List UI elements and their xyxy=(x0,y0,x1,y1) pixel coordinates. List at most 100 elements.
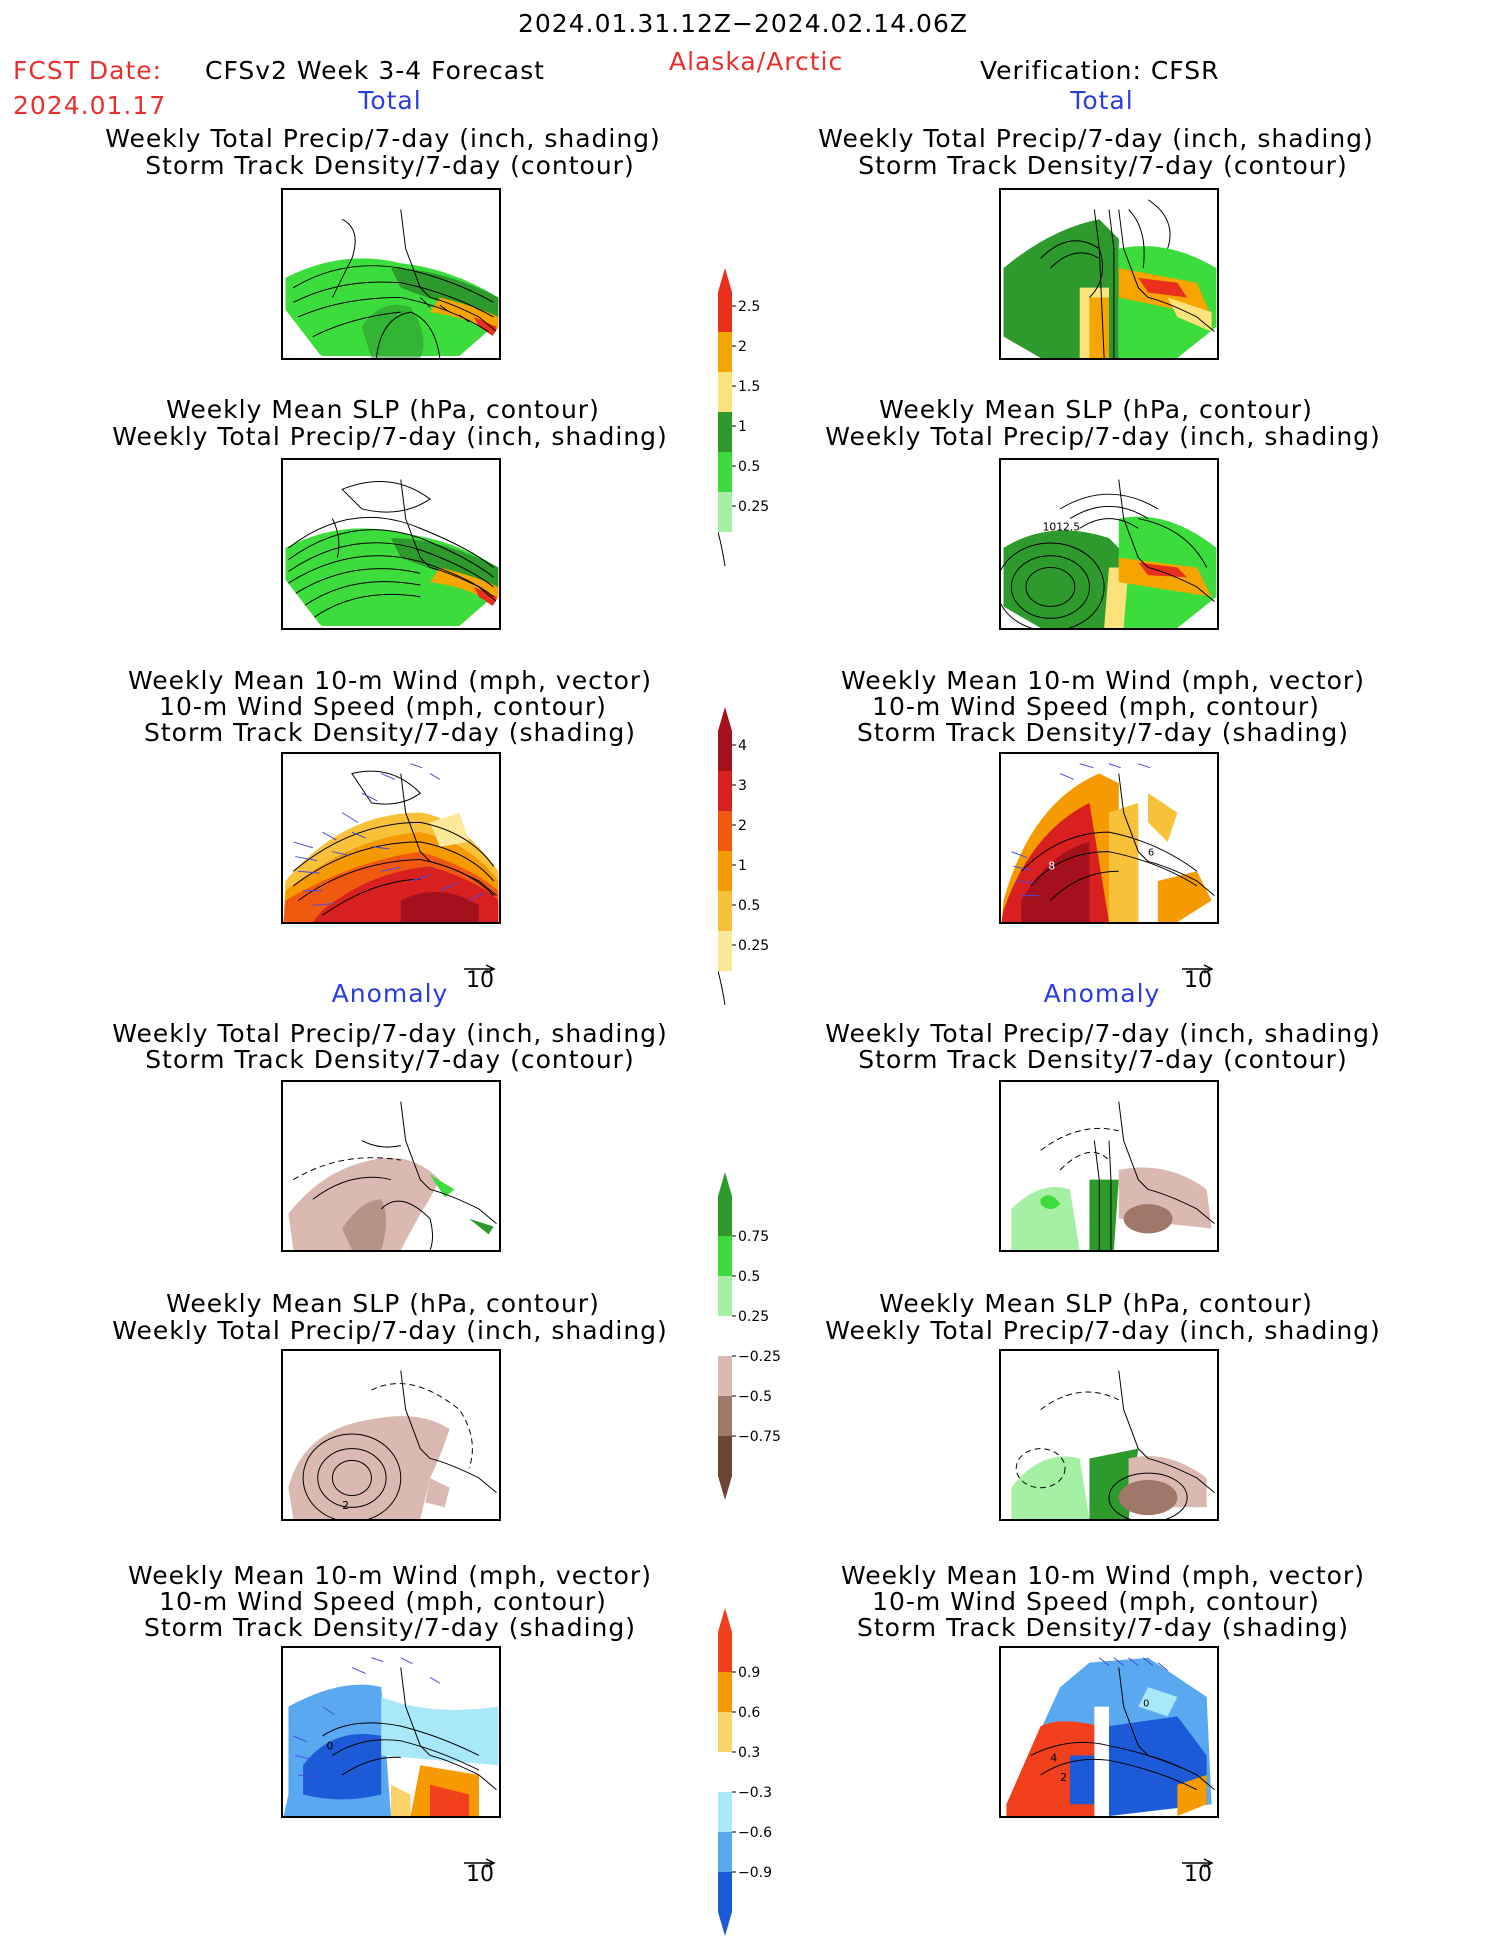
panel-title: 10-m Wind Speed (mph, contour) xyxy=(872,1587,1320,1616)
colorbar-precip-total: 2.5 2 1.5 1 0.5 0.25 xyxy=(718,268,788,572)
colorbar-end-triangle xyxy=(718,268,732,292)
contour-label: 1012.5 xyxy=(1043,520,1081,533)
colorbar-end-triangle xyxy=(718,1912,732,1936)
colorbar-storm-track-total: 4 3 2 1 0.5 0.25 xyxy=(718,707,788,1011)
map-anomaly-wind-forecast: 0 xyxy=(281,1646,501,1818)
colorbar-label: 2.5 xyxy=(738,299,760,315)
colorbar-segment xyxy=(718,412,732,452)
colorbar-segment xyxy=(718,851,732,891)
colorbar-segment xyxy=(718,1832,732,1872)
fcst-date: 2024.01.17 xyxy=(13,91,167,120)
colorbar-segment xyxy=(718,731,732,771)
colorbar-label: 0.75 xyxy=(738,1229,769,1245)
verification-title: Verification: CFSR xyxy=(980,56,1220,85)
colorbar-tail xyxy=(718,531,726,567)
panel-title: Weekly Total Precip/7-day (inch, shading… xyxy=(825,1019,1381,1048)
colorbar-label: 0.3 xyxy=(738,1745,760,1761)
contour-label: 6 xyxy=(1148,848,1154,859)
colorbar-segment xyxy=(718,492,732,532)
panel-title: Weekly Mean 10-m Wind (mph, vector) xyxy=(128,1561,652,1590)
region-title: Alaska/Arctic xyxy=(669,47,844,76)
vector-reference-arrow xyxy=(462,959,498,978)
colorbar-segment xyxy=(718,891,732,931)
contour-label: 8 xyxy=(1048,859,1055,872)
colorbar-label: 0.25 xyxy=(738,499,769,515)
colorbar-storm-track-anomaly: 0.9 0.6 0.3 −0.3 −0.6 −0.9 xyxy=(718,1608,788,1952)
colorbar-label: 1.5 xyxy=(738,379,760,395)
colorbar-label: 2 xyxy=(738,339,747,355)
section-total-right: Total xyxy=(1070,86,1134,115)
contour-label: 0 xyxy=(327,1740,334,1753)
colorbar-label: −0.5 xyxy=(738,1389,772,1405)
colorbar-segment xyxy=(718,1712,732,1752)
map-anomaly-wind-verification: 4 2 0 xyxy=(999,1646,1219,1818)
vector-reference-label: 10 xyxy=(1184,968,1212,993)
panel-title: Weekly Total Precip/7-day (inch, shading… xyxy=(818,124,1374,153)
colorbar-segment xyxy=(718,771,732,811)
panel-title: Storm Track Density/7-day (shading) xyxy=(143,1613,637,1642)
panel-title: Weekly Total Precip/7-day (inch, shading… xyxy=(112,1316,668,1345)
date-range: 2024.01.31.12Z−2024.02.14.06Z xyxy=(518,9,968,38)
colorbar-segment xyxy=(718,1276,732,1316)
panel-title: Storm Track Density/7-day (contour) xyxy=(858,151,1348,180)
colorbar-segment xyxy=(718,1356,732,1396)
colorbar-segment xyxy=(718,372,732,412)
vector-reference-label: 10 xyxy=(466,1862,494,1887)
fcst-date-label: FCST Date: xyxy=(13,56,163,85)
map-total-wind-verification: 8 6 xyxy=(999,752,1219,924)
contour-label: 2 xyxy=(1060,1771,1067,1784)
vector-reference-arrow xyxy=(1180,1853,1216,1872)
colorbar-segment xyxy=(718,1872,732,1912)
colorbar-segment xyxy=(718,1752,732,1792)
panel-title: Weekly Total Precip/7-day (inch, shading… xyxy=(825,1316,1381,1345)
panel-title: Weekly Total Precip/7-day (inch, shading… xyxy=(105,124,661,153)
contour-label: 0 xyxy=(1143,1699,1149,1710)
vector-reference-label: 10 xyxy=(1184,1862,1212,1887)
colorbar-end-triangle xyxy=(718,707,732,731)
map-total-wind-forecast xyxy=(281,752,501,924)
panel-title: Storm Track Density/7-day (contour) xyxy=(145,151,635,180)
panel-title: Weekly Mean 10-m Wind (mph, vector) xyxy=(841,666,1365,695)
colorbar-segment xyxy=(718,1792,732,1832)
vector-reference-arrow xyxy=(462,1853,498,1872)
panel-title: Weekly Mean SLP (hPa, contour) xyxy=(166,395,600,424)
colorbar-segment xyxy=(718,1396,732,1436)
contour-label: 2 xyxy=(342,1499,349,1512)
panel-title: 10-m Wind Speed (mph, contour) xyxy=(872,692,1320,721)
panel-title: Weekly Total Precip/7-day (inch, shading… xyxy=(112,422,668,451)
colorbar-label: 4 xyxy=(738,738,747,754)
map-anomaly-slp-verification xyxy=(999,1349,1219,1521)
panel-title: Weekly Total Precip/7-day (inch, shading… xyxy=(825,422,1381,451)
contour-label: 4 xyxy=(1050,1751,1057,1764)
colorbar-segment xyxy=(718,292,732,332)
colorbar-label: −0.3 xyxy=(738,1785,772,1801)
colorbar-label: −0.9 xyxy=(738,1865,772,1881)
panel-title: Weekly Mean 10-m Wind (mph, vector) xyxy=(841,1561,1365,1590)
section-anomaly-left: Anomaly xyxy=(331,979,449,1008)
colorbar-label: 0.25 xyxy=(738,1309,769,1325)
colorbar-label: 0.25 xyxy=(738,938,769,954)
map-total-precip-forecast xyxy=(281,188,501,360)
panel-title: Storm Track Density/7-day (shading) xyxy=(856,718,1350,747)
map-total-slp-forecast xyxy=(281,458,501,630)
map-anomaly-slp-forecast: 2 xyxy=(281,1349,501,1521)
panel-title: Weekly Total Precip/7-day (inch, shading… xyxy=(112,1019,668,1048)
colorbar-label: 0.6 xyxy=(738,1705,760,1721)
colorbar-end-triangle xyxy=(718,1476,732,1500)
panel-title: Storm Track Density/7-day (shading) xyxy=(143,718,637,747)
panel-title: 10-m Wind Speed (mph, contour) xyxy=(159,1587,607,1616)
colorbar-segment xyxy=(718,1436,732,1476)
colorbar-segment xyxy=(718,1316,732,1356)
colorbar-segment xyxy=(718,1672,732,1712)
colorbar-segment xyxy=(718,811,732,851)
colorbar-segment xyxy=(718,1236,732,1276)
colorbar-label: 0.5 xyxy=(738,459,760,475)
vector-reference-arrow xyxy=(1180,959,1216,978)
vector-reference-label: 10 xyxy=(466,968,494,993)
colorbar-label: 1 xyxy=(738,858,747,874)
map-total-precip-verification xyxy=(999,188,1219,360)
section-total-left: Total xyxy=(358,86,422,115)
panel-title: Storm Track Density/7-day (shading) xyxy=(856,1613,1350,1642)
panel-title: Weekly Mean 10-m Wind (mph, vector) xyxy=(128,666,652,695)
colorbar-label: 0.5 xyxy=(738,1269,760,1285)
